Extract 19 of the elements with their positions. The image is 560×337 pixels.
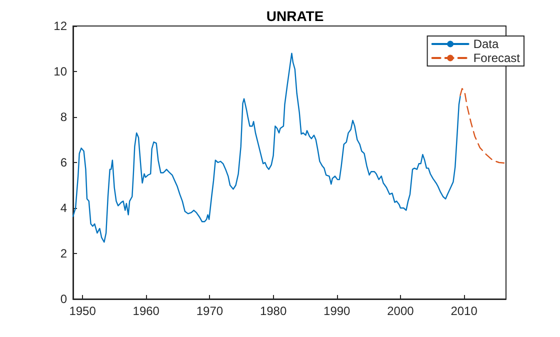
y-tick-label: 0: [60, 292, 68, 306]
x-tick-label: 1960: [132, 304, 160, 318]
legend-label: Data: [473, 37, 499, 51]
y-tick-label: 12: [54, 19, 68, 33]
line-series: [72, 52, 461, 243]
chart-title: UNRATE: [266, 8, 324, 24]
x-tick-label: 1970: [196, 304, 224, 318]
y-tick-label: 4: [60, 201, 68, 215]
legend-label: Forecast: [473, 51, 521, 65]
x-tick-label: 2010: [450, 304, 478, 318]
line-series: [460, 88, 507, 164]
y-tick-label: 6: [60, 156, 68, 170]
y-tick-label: 8: [60, 110, 68, 124]
x-tick-label: 1980: [260, 304, 287, 318]
y-tick-label: 2: [60, 246, 68, 260]
x-tick-label: 1990: [324, 304, 351, 318]
y-tick-label: 10: [54, 64, 68, 78]
x-tick-label: 2000: [387, 304, 414, 318]
x-tick-label: 1950: [69, 304, 96, 318]
